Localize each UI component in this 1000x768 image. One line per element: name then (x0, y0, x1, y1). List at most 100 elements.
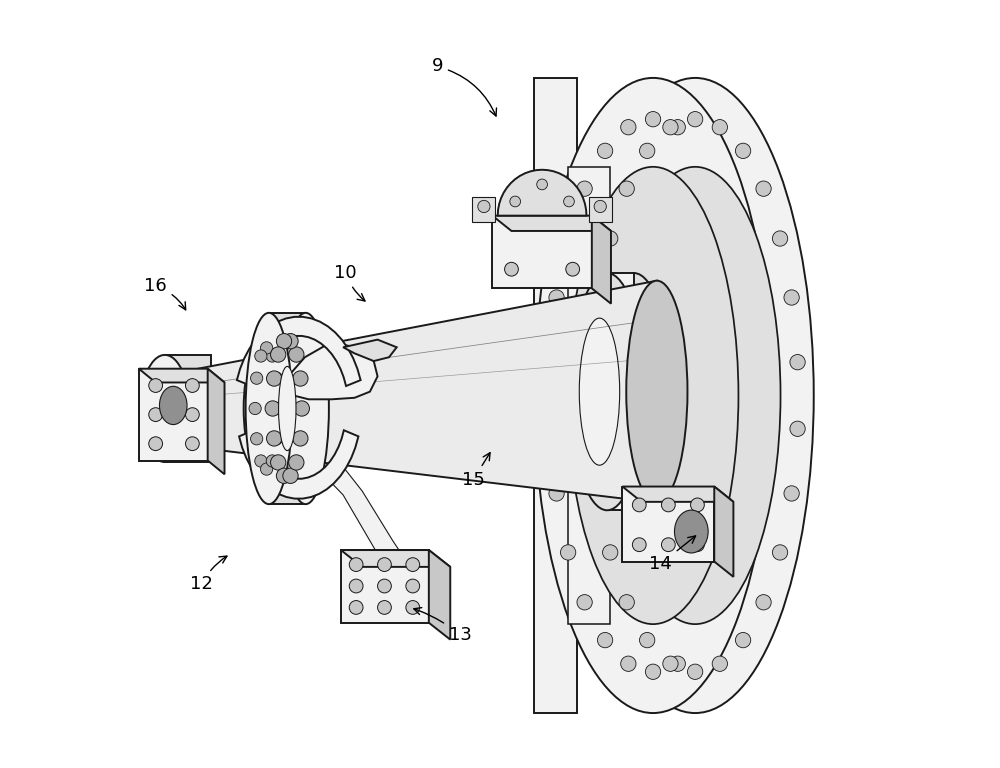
Circle shape (712, 120, 727, 135)
Polygon shape (267, 339, 291, 478)
Circle shape (603, 545, 618, 560)
Circle shape (270, 432, 283, 445)
Circle shape (255, 455, 267, 467)
Circle shape (549, 290, 564, 305)
Circle shape (784, 290, 799, 305)
Circle shape (735, 633, 751, 647)
Circle shape (265, 401, 280, 416)
Ellipse shape (570, 273, 644, 510)
Polygon shape (593, 415, 629, 488)
Circle shape (478, 200, 490, 213)
Circle shape (185, 408, 199, 422)
Polygon shape (208, 369, 225, 475)
Ellipse shape (610, 167, 781, 624)
Ellipse shape (577, 78, 814, 713)
Circle shape (594, 200, 606, 213)
Polygon shape (165, 355, 211, 462)
Circle shape (267, 371, 282, 386)
Polygon shape (239, 430, 358, 498)
Circle shape (640, 633, 655, 647)
Circle shape (260, 463, 273, 475)
Circle shape (661, 538, 675, 551)
Polygon shape (205, 409, 246, 447)
Circle shape (645, 111, 661, 127)
Circle shape (585, 355, 600, 370)
Circle shape (577, 594, 592, 610)
Ellipse shape (534, 78, 772, 713)
Circle shape (619, 594, 634, 610)
Circle shape (790, 355, 805, 370)
Circle shape (149, 437, 163, 451)
Circle shape (640, 143, 655, 158)
Polygon shape (278, 342, 378, 399)
Circle shape (378, 558, 391, 571)
Polygon shape (492, 216, 611, 231)
Circle shape (272, 402, 284, 415)
Ellipse shape (626, 280, 687, 502)
Circle shape (249, 402, 261, 415)
Circle shape (271, 455, 286, 470)
Circle shape (543, 355, 558, 370)
Circle shape (276, 333, 292, 349)
Circle shape (621, 120, 636, 135)
Circle shape (294, 401, 309, 416)
Circle shape (549, 486, 564, 501)
Circle shape (735, 143, 751, 158)
Ellipse shape (674, 510, 708, 553)
Ellipse shape (246, 313, 292, 504)
Ellipse shape (151, 379, 178, 438)
Circle shape (597, 633, 613, 647)
Polygon shape (237, 317, 361, 386)
Circle shape (505, 263, 518, 276)
Ellipse shape (597, 273, 671, 510)
Ellipse shape (579, 318, 620, 465)
Circle shape (266, 350, 278, 362)
Circle shape (591, 290, 606, 305)
Circle shape (543, 421, 558, 436)
Circle shape (283, 468, 298, 483)
Text: 10: 10 (334, 264, 365, 301)
Polygon shape (534, 78, 577, 713)
Circle shape (271, 347, 286, 362)
Circle shape (251, 372, 263, 384)
Circle shape (645, 664, 661, 680)
Polygon shape (589, 197, 612, 222)
Circle shape (349, 579, 363, 593)
Circle shape (560, 231, 576, 247)
Ellipse shape (140, 355, 189, 462)
Circle shape (185, 379, 199, 392)
Circle shape (406, 558, 420, 571)
Circle shape (621, 656, 636, 671)
Circle shape (772, 231, 788, 247)
Polygon shape (714, 487, 733, 577)
Circle shape (537, 179, 547, 190)
Circle shape (283, 333, 298, 349)
Circle shape (564, 196, 574, 207)
Circle shape (293, 431, 308, 446)
Circle shape (560, 545, 576, 560)
Circle shape (378, 601, 391, 614)
Circle shape (406, 601, 420, 614)
Circle shape (378, 579, 391, 593)
Polygon shape (190, 280, 657, 502)
Circle shape (687, 111, 703, 127)
Ellipse shape (606, 318, 646, 465)
Circle shape (663, 120, 678, 135)
Text: 14: 14 (649, 536, 696, 573)
Circle shape (566, 263, 580, 276)
Polygon shape (622, 487, 733, 502)
Text: 9: 9 (432, 58, 496, 116)
Circle shape (670, 120, 685, 135)
Text: 12: 12 (190, 556, 227, 594)
Circle shape (293, 371, 308, 386)
Circle shape (663, 656, 678, 671)
Polygon shape (498, 170, 586, 216)
Circle shape (149, 408, 163, 422)
Polygon shape (472, 197, 495, 222)
Polygon shape (622, 487, 714, 561)
Circle shape (661, 498, 675, 511)
Ellipse shape (244, 339, 290, 478)
Circle shape (289, 347, 304, 362)
Circle shape (691, 538, 704, 551)
Circle shape (632, 498, 646, 511)
